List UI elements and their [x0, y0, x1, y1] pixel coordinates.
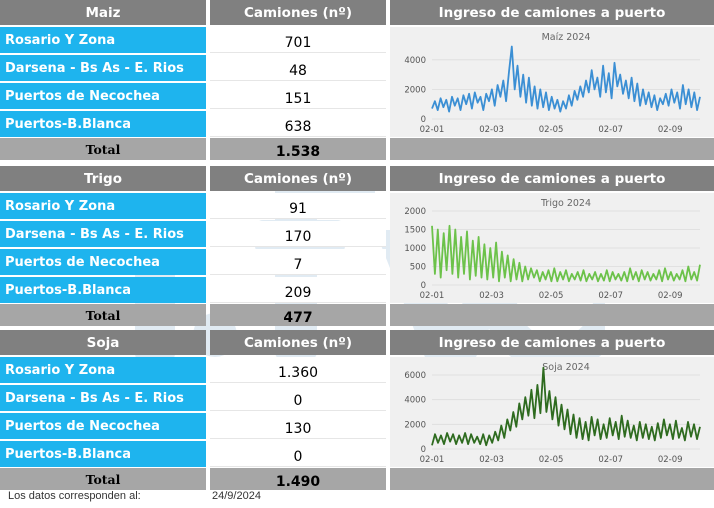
- total-filler: [390, 468, 714, 490]
- port-label: Puertos-B.Blanca: [0, 441, 206, 467]
- y-tick-label: 2000: [404, 420, 426, 430]
- chart-title: Soja 2024: [542, 362, 590, 373]
- chart-panel: 0 2000 4000 02-01 02-03 02-05 02-07 02-09 Maíz 2…: [390, 27, 714, 137]
- port-label: Puertos-B.Blanca: [0, 111, 206, 137]
- port-value: 0: [210, 441, 386, 467]
- x-tick-label: 02-03: [479, 125, 504, 135]
- port-value: 1.360: [210, 357, 386, 383]
- chart-header: Ingreso de camiones a puerto: [390, 0, 714, 25]
- x-tick-label: 02-05: [539, 455, 564, 465]
- x-tick-label: 02-01: [420, 291, 445, 301]
- section-maiz: Maiz Camiones (nº) Ingreso de camiones a p…: [0, 0, 714, 162]
- y-tick-label: 1500: [404, 226, 426, 236]
- series-line: [431, 224, 701, 283]
- x-tick-label: 02-01: [420, 455, 445, 465]
- port-label: Puertos de Necochea: [0, 413, 206, 439]
- port-value: 0: [210, 385, 386, 411]
- section-trigo: Trigo Camiones (nº) Ingreso de camiones a …: [0, 166, 714, 328]
- y-tick-label: 0: [421, 115, 426, 125]
- x-tick-label: 02-09: [658, 125, 683, 135]
- total-label: Total: [0, 468, 206, 490]
- x-tick-label: 02-09: [658, 291, 683, 301]
- y-tick-label: 4000: [404, 396, 426, 406]
- port-value: 130: [210, 413, 386, 439]
- port-label: Rosario Y Zona: [0, 193, 206, 219]
- chart-header: Ingreso de camiones a puerto: [390, 166, 714, 191]
- x-tick-label: 02-07: [598, 125, 623, 135]
- port-label: Puertos de Necochea: [0, 249, 206, 275]
- y-tick-label: 6000: [404, 371, 426, 381]
- port-label: Darsena - Bs As - E. Rios: [0, 385, 206, 411]
- x-tick-label: 02-03: [479, 291, 504, 301]
- port-value: 209: [210, 277, 386, 303]
- total-filler: [390, 138, 714, 160]
- total-label: Total: [0, 304, 206, 326]
- footer-label: Los datos corresponden al:: [8, 490, 141, 502]
- chart-header: Ingreso de camiones a puerto: [390, 330, 714, 355]
- grain-header: Maiz: [0, 0, 206, 25]
- x-tick-label: 02-07: [598, 455, 623, 465]
- port-value: 170: [210, 221, 386, 247]
- total-filler: [390, 304, 714, 326]
- port-label: Darsena - Bs As - E. Rios: [0, 55, 206, 81]
- port-label: Puertos-B.Blanca: [0, 277, 206, 303]
- y-tick-label: 500: [410, 263, 426, 273]
- chart-title: Trigo 2024: [540, 198, 591, 209]
- trucks-header: Camiones (nº): [210, 330, 386, 355]
- chart-title: Maíz 2024: [542, 32, 591, 43]
- total-value: 477: [210, 304, 386, 326]
- chart-panel: 0 2000 4000 6000 02-01 02-03 02-05 02-07 02-09 So…: [390, 357, 714, 467]
- port-value: 7: [210, 249, 386, 275]
- x-tick-label: 02-09: [658, 455, 683, 465]
- y-tick-label: 0: [421, 281, 426, 291]
- x-tick-label: 02-01: [420, 125, 445, 135]
- y-tick-label: 1000: [404, 244, 426, 254]
- chart-svg: 0 2000 4000 02-01 02-03 02-05 02-07 02-09 Maíz 2…: [404, 32, 701, 135]
- x-tick-label: 02-03: [479, 455, 504, 465]
- port-label: Rosario Y Zona: [0, 27, 206, 53]
- port-label: Darsena - Bs As - E. Rios: [0, 221, 206, 247]
- port-value: 151: [210, 83, 386, 109]
- series-line: [431, 366, 701, 447]
- port-value: 48: [210, 55, 386, 81]
- total-value: 1.490: [210, 468, 386, 490]
- y-tick-label: 2000: [404, 85, 426, 95]
- trucks-header: Camiones (nº): [210, 166, 386, 191]
- y-tick-label: 4000: [404, 56, 426, 66]
- chart-panel: 0 500 1000 1500 2000 02-01 02-03 02-05 02-07 02-0…: [390, 193, 714, 303]
- total-value: 1.538: [210, 138, 386, 160]
- y-tick-label: 0: [421, 445, 426, 455]
- port-value: 638: [210, 111, 386, 137]
- port-label: Puertos de Necochea: [0, 83, 206, 109]
- port-label: Rosario Y Zona: [0, 357, 206, 383]
- x-tick-label: 02-07: [598, 291, 623, 301]
- port-value: 91: [210, 193, 386, 219]
- trucks-header: Camiones (nº): [210, 0, 386, 25]
- x-tick-label: 02-05: [539, 291, 564, 301]
- footer-date: 24/9/2024: [212, 490, 261, 502]
- total-label: Total: [0, 138, 206, 160]
- y-tick-label: 2000: [404, 207, 426, 217]
- grain-header: Soja: [0, 330, 206, 355]
- x-tick-label: 02-05: [539, 125, 564, 135]
- chart-svg: 0 2000 4000 6000 02-01 02-03 02-05 02-07 02-09 So…: [404, 362, 701, 465]
- grain-header: Trigo: [0, 166, 206, 191]
- chart-svg: 0 500 1000 1500 2000 02-01 02-03 02-05 02-07 02-0…: [404, 198, 701, 301]
- series-line: [431, 45, 701, 113]
- section-soja: Soja Camiones (nº) Ingreso de camiones a p…: [0, 330, 714, 492]
- port-value: 701: [210, 27, 386, 53]
